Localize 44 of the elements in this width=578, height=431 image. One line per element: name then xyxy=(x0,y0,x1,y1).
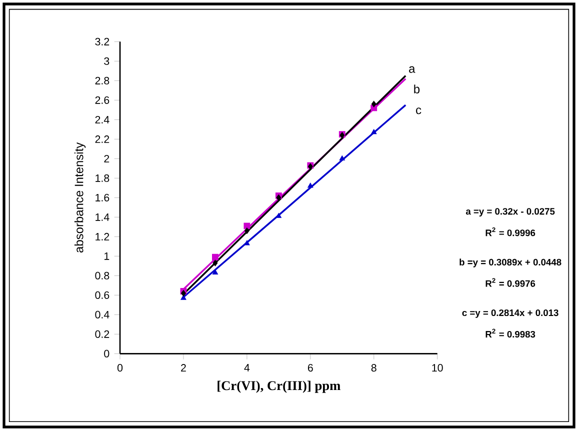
annotation: b xyxy=(414,84,420,94)
y-tick-label: 1.8 xyxy=(96,174,110,182)
annotation: c xyxy=(416,108,422,114)
y-tick-label: 2 xyxy=(104,154,110,162)
point xyxy=(212,260,218,266)
y-tick-label: 0.4 xyxy=(95,310,110,318)
text: R$^{2}$ = 0.9996 xyxy=(486,227,536,236)
point xyxy=(244,228,250,234)
text: c =y = 0.2814x + 0.013 xyxy=(462,309,558,318)
y-tick-label: 2.6 xyxy=(95,96,110,104)
point xyxy=(244,240,250,246)
y-tick-label: 0.6 xyxy=(95,291,110,299)
x-axis-title: [Cr(VI), Cr(III)] ppm xyxy=(218,380,340,393)
y-axis-title: absorbance Intensity xyxy=(74,142,86,253)
text: a =y = 0.32x - 0.0275 xyxy=(466,208,555,217)
point xyxy=(339,155,345,160)
y-tick-label: 1.6 xyxy=(96,194,110,202)
y-tick-label: 0.8 xyxy=(95,272,110,280)
point xyxy=(212,270,218,274)
y-tick-label: 3.2 xyxy=(95,38,110,46)
text: R$^{2}$ = 0.9983 xyxy=(486,328,536,338)
x-tick-label: 6 xyxy=(308,364,313,372)
x-tick-label: 2 xyxy=(181,364,186,372)
x-tick-label: 8 xyxy=(371,364,376,372)
x-tick-label: 0 xyxy=(117,364,123,372)
point xyxy=(371,129,377,134)
y-tick-label: 1.2 xyxy=(96,232,110,240)
y-tick-label: 1 xyxy=(104,252,110,260)
point xyxy=(212,254,218,260)
point xyxy=(371,100,376,108)
annotation: a xyxy=(409,66,416,73)
x-tick-label: 4 xyxy=(244,364,250,372)
y-tick-label: 2.2 xyxy=(95,135,110,143)
point xyxy=(244,222,250,230)
y-tick-label: 2.4 xyxy=(95,116,110,124)
x-tick-label: 10 xyxy=(432,364,443,372)
text: R$^{2}$ = 0.9976 xyxy=(486,278,536,287)
y-tick-label: 0 xyxy=(104,350,110,358)
y-tick-label: 2.8 xyxy=(95,76,110,84)
point xyxy=(308,182,314,188)
y-tick-label: 1.4 xyxy=(96,213,110,221)
y-tick-label: 0.2 xyxy=(95,330,110,338)
y-tick-label: 3 xyxy=(104,57,110,65)
text: b =y = 0.3089x + 0.0448 xyxy=(460,258,562,268)
